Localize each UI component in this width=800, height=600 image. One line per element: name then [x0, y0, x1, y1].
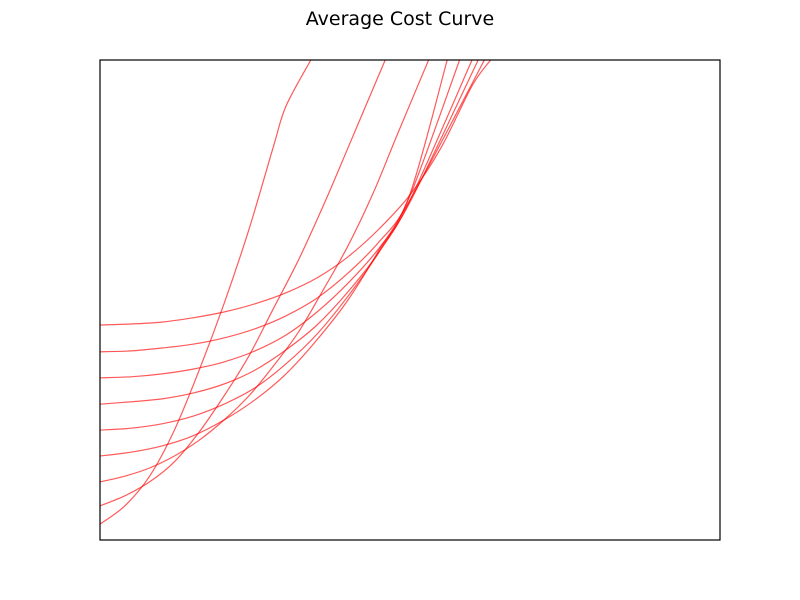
plot-frame [99, 59, 721, 541]
cost-curve-4 [100, 60, 448, 457]
cost-curve-6 [100, 60, 473, 405]
cost-curve-9 [100, 60, 492, 326]
cost-curve-5 [100, 60, 461, 431]
cost-curve-2 [100, 60, 386, 507]
chart-title: Average Cost Curve [305, 8, 495, 30]
cost-curve-8 [100, 60, 485, 353]
curve-group [100, 60, 492, 525]
cost-curve-1 [100, 60, 312, 525]
cost-curve-7 [100, 60, 479, 379]
cost-curve-3 [100, 60, 430, 483]
